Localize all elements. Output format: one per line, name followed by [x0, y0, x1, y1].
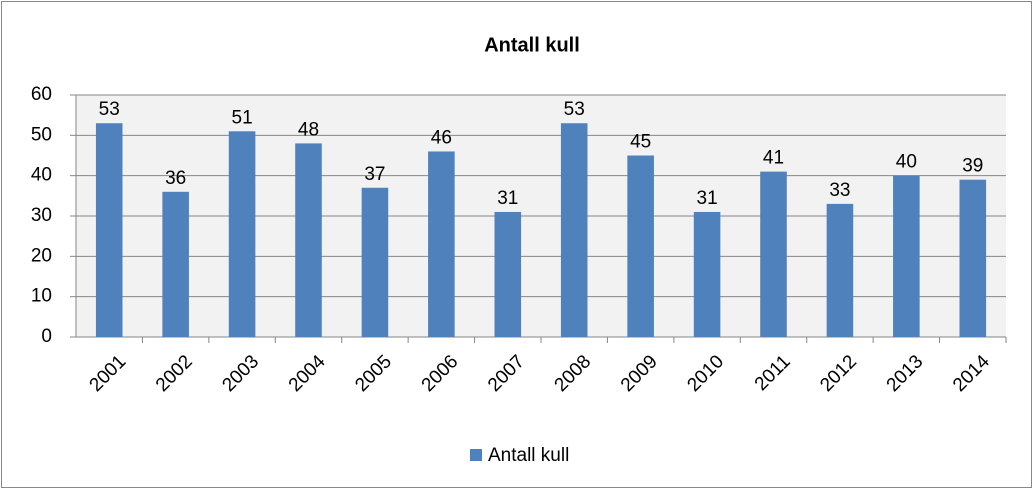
data-label: 37	[364, 164, 385, 185]
data-label: 51	[232, 107, 253, 128]
data-label: 48	[298, 119, 319, 140]
y-tick-label: 10	[31, 286, 52, 307]
y-tick-label: 50	[31, 124, 52, 145]
bar	[162, 191, 189, 337]
bar	[228, 131, 256, 337]
bar	[560, 123, 588, 337]
legend-label: Antall kull	[488, 445, 569, 466]
bar	[959, 179, 987, 337]
bar	[361, 187, 389, 337]
data-label: 53	[99, 99, 120, 120]
y-tick-label: 20	[31, 245, 52, 266]
y-tick-label: 30	[31, 205, 52, 226]
bar	[295, 143, 322, 337]
legend-swatch	[470, 449, 482, 461]
data-label: 31	[697, 188, 718, 209]
bar	[627, 155, 654, 337]
data-label: 53	[564, 99, 585, 120]
bar	[760, 171, 787, 337]
data-label: 41	[763, 148, 784, 169]
chart-title: Antall kull	[484, 34, 580, 56]
y-tick-label: 60	[31, 84, 52, 105]
bar	[826, 203, 854, 337]
data-label: 45	[630, 132, 651, 153]
data-label: 36	[165, 168, 186, 189]
bar	[428, 151, 455, 337]
data-label: 46	[431, 127, 452, 148]
y-tick-label: 0	[41, 326, 52, 347]
data-label: 40	[896, 152, 917, 173]
y-tick-label: 40	[31, 165, 52, 186]
bar	[893, 175, 920, 337]
data-label: 31	[497, 188, 518, 209]
data-label: 33	[829, 180, 850, 201]
bar	[494, 211, 522, 337]
bar	[693, 211, 721, 337]
bar	[95, 123, 123, 337]
data-label: 39	[962, 156, 983, 177]
